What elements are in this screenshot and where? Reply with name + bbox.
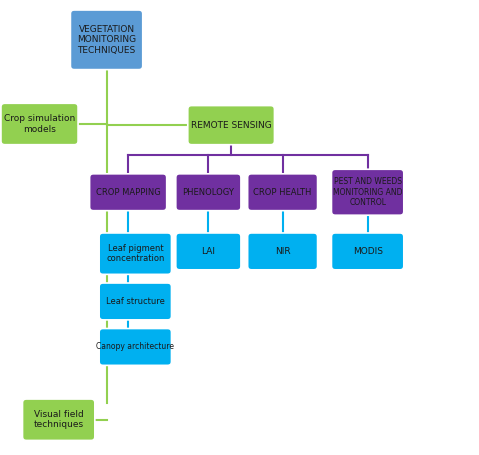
FancyBboxPatch shape (331, 233, 404, 270)
FancyBboxPatch shape (99, 233, 171, 274)
FancyBboxPatch shape (23, 399, 95, 440)
Text: CROP HEALTH: CROP HEALTH (253, 188, 312, 197)
Text: Leaf structure: Leaf structure (106, 297, 165, 306)
FancyBboxPatch shape (70, 10, 143, 70)
Text: MODIS: MODIS (353, 247, 383, 256)
FancyBboxPatch shape (176, 174, 241, 211)
FancyBboxPatch shape (331, 169, 404, 215)
FancyBboxPatch shape (1, 103, 78, 145)
Text: PEST AND WEEDS
MONITORING AND
CONTROL: PEST AND WEEDS MONITORING AND CONTROL (333, 177, 402, 207)
Text: REMOTE SENSING: REMOTE SENSING (191, 121, 272, 130)
FancyBboxPatch shape (188, 106, 274, 145)
Text: Visual field
techniques: Visual field techniques (34, 410, 84, 430)
FancyBboxPatch shape (176, 233, 241, 270)
Text: CROP MAPPING: CROP MAPPING (96, 188, 160, 197)
Text: Leaf pigment
concentration: Leaf pigment concentration (106, 244, 164, 263)
FancyBboxPatch shape (99, 329, 171, 365)
FancyBboxPatch shape (90, 174, 167, 211)
Text: Canopy architecture: Canopy architecture (96, 343, 174, 351)
Text: VEGETATION
MONITORING
TECHNIQUES: VEGETATION MONITORING TECHNIQUES (77, 25, 136, 55)
Text: NIR: NIR (275, 247, 290, 256)
FancyBboxPatch shape (248, 174, 318, 211)
Text: LAI: LAI (201, 247, 216, 256)
FancyBboxPatch shape (248, 233, 318, 270)
FancyBboxPatch shape (99, 283, 171, 320)
Text: Crop simulation
models: Crop simulation models (4, 114, 75, 134)
Text: PHENOLOGY: PHENOLOGY (182, 188, 234, 197)
